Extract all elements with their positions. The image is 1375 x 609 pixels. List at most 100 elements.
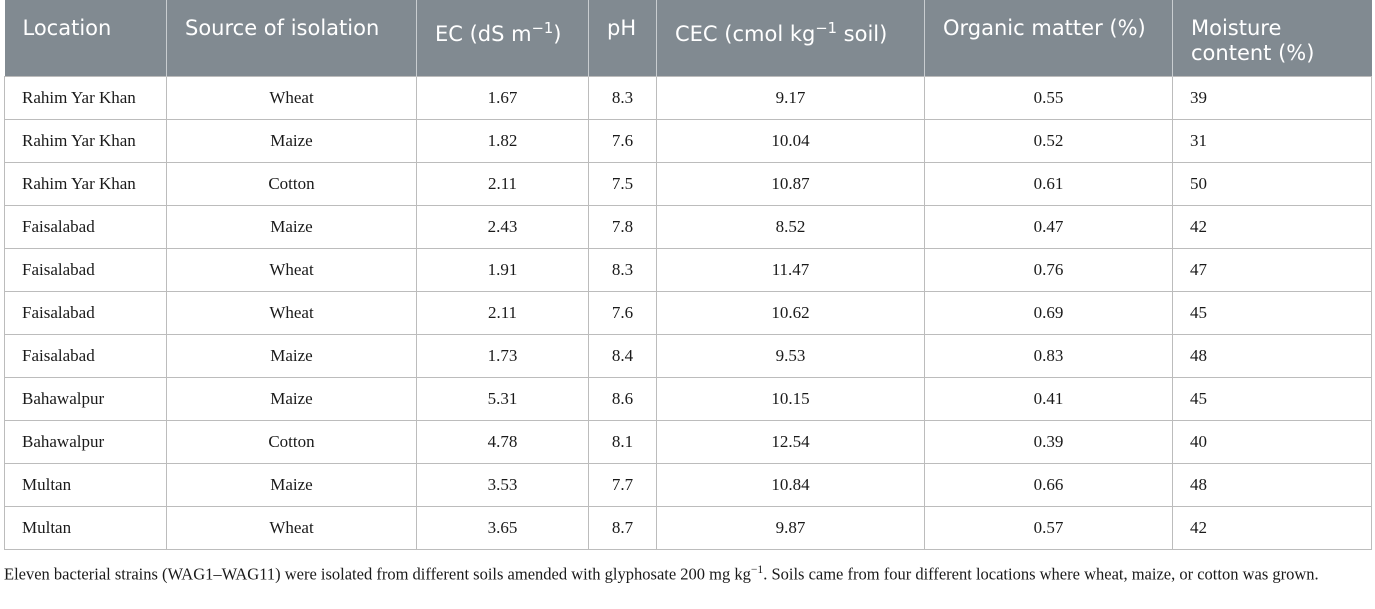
cell-cec: 9.17 [656,75,925,120]
cell-cec: 9.53 [656,333,925,378]
cell-organic-matter: 0.76 [924,247,1173,292]
footnote-text-1: Eleven bacterial strains (WAG1–WAG11) we… [4,564,751,584]
cell-organic-matter: 0.57 [924,505,1173,550]
cell-ph: 8.7 [588,505,657,550]
cell-ec: 1.73 [416,333,589,378]
cell-organic-matter: 0.83 [924,333,1173,378]
cell-moisture: 31 [1172,118,1372,163]
cell-ec: 2.11 [416,290,589,335]
cell-location: Rahim Yar Khan [4,161,167,206]
cell-ph: 7.5 [588,161,657,206]
table-row: Faisalabad Maize 2.43 7.8 8.52 0.47 42 [4,204,1372,249]
header-organic-matter: Organic matter (%) [924,0,1173,76]
table-row: Multan Wheat 3.65 8.7 9.87 0.57 42 [4,505,1372,550]
cell-cec: 11.47 [656,247,925,292]
table-row: Bahawalpur Maize 5.31 8.6 10.15 0.41 45 [4,376,1372,421]
cell-ph: 7.7 [588,462,657,507]
cell-organic-matter: 0.39 [924,419,1173,464]
cell-source: Maize [166,376,417,421]
cell-location: Multan [4,462,167,507]
cell-ph: 8.6 [588,376,657,421]
cell-source: Wheat [166,75,417,120]
table-row: Faisalabad Maize 1.73 8.4 9.53 0.83 48 [4,333,1372,378]
cell-cec: 10.87 [656,161,925,206]
header-cec-superscript: −1 [815,20,837,37]
header-moisture-line2: content (%) [1191,41,1315,65]
table-footnote: Eleven bacterial strains (WAG1–WAG11) we… [4,558,1369,587]
cell-ec: 2.43 [416,204,589,249]
cell-moisture: 39 [1172,75,1372,120]
cell-cec: 12.54 [656,419,925,464]
cell-location: Faisalabad [4,290,167,335]
cell-ec: 2.11 [416,161,589,206]
cell-cec: 8.52 [656,204,925,249]
cell-source: Cotton [166,161,417,206]
cell-ec: 4.78 [416,419,589,464]
cell-location: Rahim Yar Khan [4,118,167,163]
header-row: Location Source of isolation EC (dS m−1)… [4,0,1372,76]
header-moisture: Moisture content (%) [1172,0,1372,76]
cell-organic-matter: 0.47 [924,204,1173,249]
header-source: Source of isolation [166,0,417,76]
cell-moisture: 48 [1172,462,1372,507]
header-ec-superscript: −1 [531,20,554,37]
table-row: Rahim Yar Khan Maize 1.82 7.6 10.04 0.52 31 [4,118,1372,163]
cell-source: Maize [166,118,417,163]
header-ec-close: ) [553,22,562,46]
header-cec: CEC (cmol kg−1 soil) [656,0,925,76]
header-moisture-line1: Moisture [1191,16,1282,40]
header-ec-text: EC (dS m [435,22,532,46]
cell-ph: 8.3 [588,75,657,120]
table-row: Faisalabad Wheat 1.91 8.3 11.47 0.76 47 [4,247,1372,292]
cell-cec: 10.62 [656,290,925,335]
cell-ec: 1.91 [416,247,589,292]
cell-moisture: 42 [1172,505,1372,550]
cell-moisture: 40 [1172,419,1372,464]
cell-source: Wheat [166,505,417,550]
header-ph: pH [588,0,657,76]
cell-organic-matter: 0.66 [924,462,1173,507]
table-container: Location Source of isolation EC (dS m−1)… [4,0,1372,550]
cell-cec: 10.04 [656,118,925,163]
table-row: Bahawalpur Cotton 4.78 8.1 12.54 0.39 40 [4,419,1372,464]
table-header: Location Source of isolation EC (dS m−1)… [4,0,1372,76]
cell-ec: 3.53 [416,462,589,507]
cell-cec: 10.84 [656,462,925,507]
table-row: Rahim Yar Khan Cotton 2.11 7.5 10.87 0.61 50 [4,161,1372,206]
table-body: Rahim Yar Khan Wheat 1.67 8.3 9.17 0.55 39 Rahi… [4,75,1372,550]
cell-source: Cotton [166,419,417,464]
cell-moisture: 50 [1172,161,1372,206]
cell-moisture: 42 [1172,204,1372,249]
cell-ph: 7.6 [588,118,657,163]
cell-source: Maize [166,333,417,378]
cell-ec: 1.82 [416,118,589,163]
footnote-text-2: . Soils came from four different locatio… [763,564,1319,584]
cell-location: Faisalabad [4,333,167,378]
header-cec-end: soil) [836,22,888,46]
cell-location: Bahawalpur [4,419,167,464]
cell-ph: 8.1 [588,419,657,464]
cell-organic-matter: 0.69 [924,290,1173,335]
cell-location: Multan [4,505,167,550]
cell-moisture: 47 [1172,247,1372,292]
cell-source: Maize [166,204,417,249]
cell-organic-matter: 0.52 [924,118,1173,163]
header-cec-text: CEC (cmol kg [675,22,816,46]
cell-ec: 5.31 [416,376,589,421]
table-row: Multan Maize 3.53 7.7 10.84 0.66 48 [4,462,1372,507]
cell-organic-matter: 0.41 [924,376,1173,421]
cell-ec: 3.65 [416,505,589,550]
cell-cec: 9.87 [656,505,925,550]
header-ec: EC (dS m−1) [416,0,589,76]
cell-ph: 8.3 [588,247,657,292]
cell-ph: 8.4 [588,333,657,378]
cell-ph: 7.8 [588,204,657,249]
cell-ph: 7.6 [588,290,657,335]
table-row: Faisalabad Wheat 2.11 7.6 10.62 0.69 45 [4,290,1372,335]
cell-cec: 10.15 [656,376,925,421]
footnote-superscript: −1 [750,564,764,576]
cell-location: Faisalabad [4,204,167,249]
cell-source: Maize [166,462,417,507]
cell-moisture: 48 [1172,333,1372,378]
header-location: Location [4,0,167,76]
